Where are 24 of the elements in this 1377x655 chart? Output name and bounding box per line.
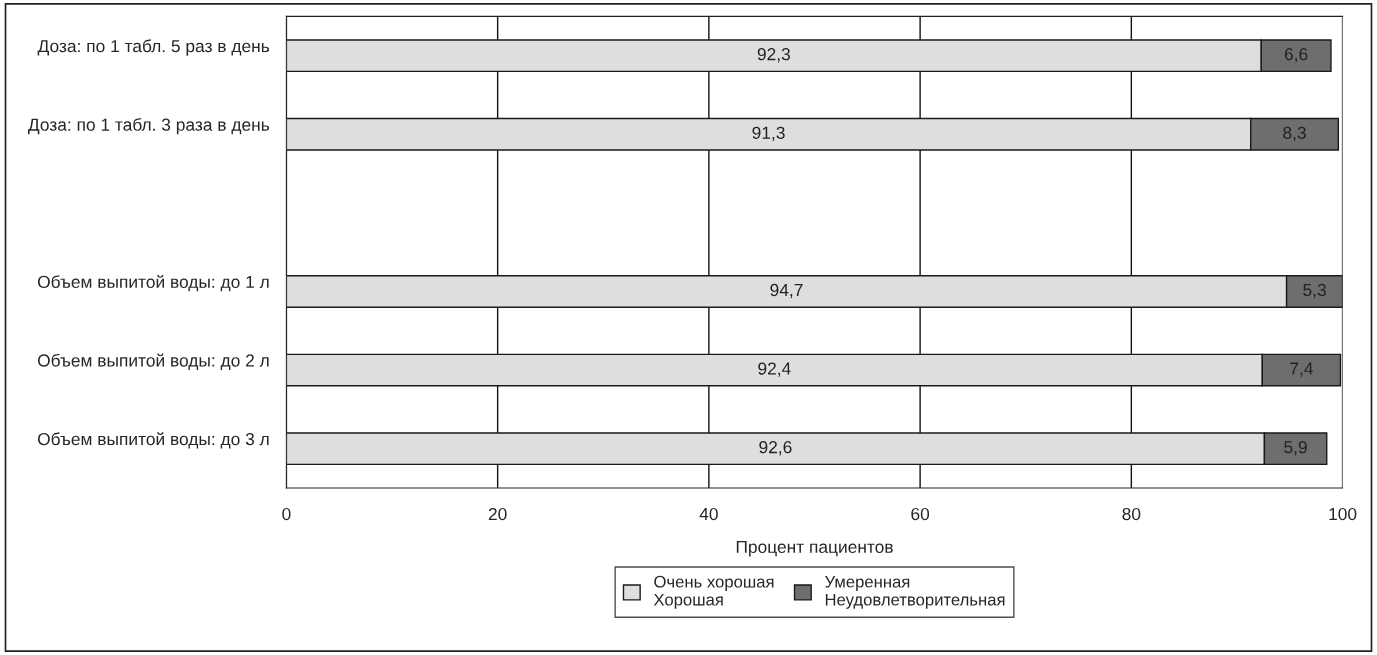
x-tick-label: 100 bbox=[1329, 507, 1357, 521]
data-label: 94,7 bbox=[770, 283, 803, 299]
data-label: 7,4 bbox=[1290, 362, 1313, 377]
legend-label: Умеренная Неудовлетворительная bbox=[824, 575, 1005, 609]
x-tick-label: 40 bbox=[699, 507, 718, 521]
data-label: 91,3 bbox=[752, 126, 785, 141]
x-tick-label: 0 bbox=[282, 507, 291, 521]
data-label: 5,9 bbox=[1284, 441, 1307, 456]
data-label: 92,6 bbox=[759, 441, 792, 456]
data-label: 92,3 bbox=[757, 48, 790, 63]
data-label: 8,3 bbox=[1283, 126, 1306, 141]
y-tick-label: Объем выпитой воды: до 2 л bbox=[37, 353, 269, 370]
x-axis-title: Процент пациентов bbox=[736, 540, 893, 557]
x-tick-label: 20 bbox=[488, 507, 507, 521]
legend-label: Очень хорошая Хорошая bbox=[653, 575, 774, 609]
data-label: 5,3 bbox=[1303, 283, 1326, 299]
y-tick-label: Доза: по 1 табл. 5 раз в день bbox=[37, 39, 270, 56]
x-tick-label: 60 bbox=[911, 507, 930, 521]
x-tick-label: 80 bbox=[1122, 507, 1141, 521]
y-tick-label: Объем выпитой воды: до 3 л bbox=[37, 432, 269, 449]
y-tick-label: Объем выпитой воды: до 1 л bbox=[37, 274, 269, 292]
data-label: 6,6 bbox=[1284, 48, 1308, 63]
y-tick-label: Доза: по 1 табл. 3 раза в день bbox=[28, 117, 270, 135]
data-label: 92,4 bbox=[758, 362, 791, 377]
